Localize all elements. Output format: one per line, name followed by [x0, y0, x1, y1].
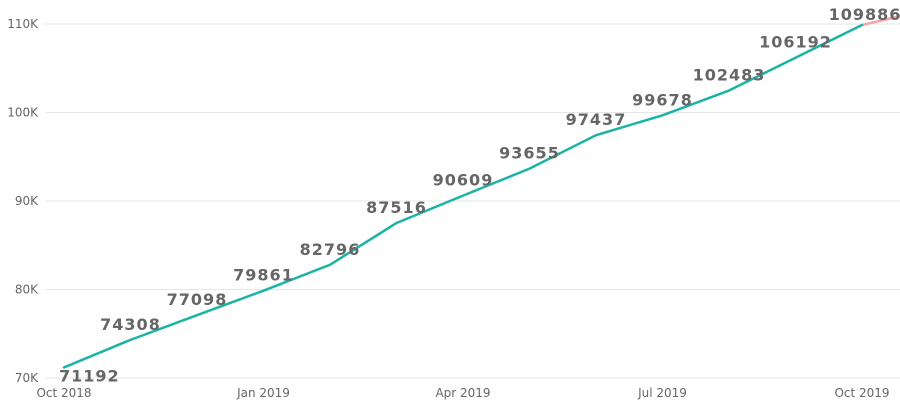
x-tick-label: Oct 2018 — [36, 386, 91, 400]
x-axis: Oct 2018 Jan 2019 Apr 2019 Jul 2019 Oct 2019 — [36, 386, 889, 400]
y-tick-label: 80K — [15, 283, 39, 297]
series-layer — [62, 15, 900, 369]
x-tick-label: Apr 2019 — [435, 386, 490, 400]
grid-lines — [45, 23, 900, 379]
y-tick-label: 100K — [7, 106, 39, 120]
data-label: 99678 — [632, 90, 693, 109]
y-tick-label: 70K — [15, 371, 39, 385]
data-label: 79861 — [233, 266, 294, 285]
trend-extension-line — [860, 15, 900, 27]
data-labels: 71192 74308 77098 79861 82796 87516 90609 93655… — [59, 5, 900, 385]
data-label: 90609 — [433, 171, 494, 190]
y-tick-label: 110K — [7, 17, 39, 31]
data-label: 82796 — [300, 240, 361, 259]
y-axis: 70K 80K 90K 100K 110K — [7, 17, 39, 385]
data-label: 102483 — [693, 66, 766, 85]
data-label: 74308 — [100, 315, 161, 334]
data-label: 97437 — [566, 110, 627, 129]
data-label: 71192 — [59, 366, 120, 385]
data-label: 77098 — [167, 290, 228, 309]
data-label: 109886 — [829, 5, 900, 24]
y-tick-label: 90K — [15, 194, 39, 208]
data-label: 93655 — [499, 144, 560, 163]
data-label: 87516 — [366, 198, 427, 217]
x-tick-label: Jan 2019 — [236, 386, 290, 400]
data-label: 106192 — [759, 33, 832, 52]
x-tick-label: Jul 2019 — [637, 386, 687, 400]
x-tick-label: Oct 2019 — [834, 386, 889, 400]
